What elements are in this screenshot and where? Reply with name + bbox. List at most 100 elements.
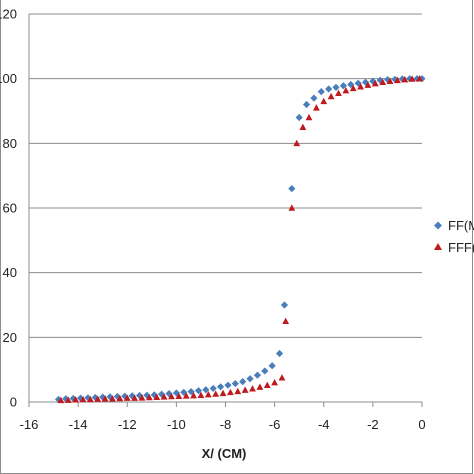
x-tick-label-5: -6: [269, 417, 281, 432]
data-point-s2-13: [153, 393, 161, 400]
data-point-s2-3: [79, 395, 87, 403]
data-point-s2-15: [168, 392, 175, 400]
data-point-s1-26: [246, 375, 254, 383]
data-point-s1-39: [339, 82, 347, 90]
data-point-s2-38: [327, 92, 335, 100]
data-point-s2-20: [204, 390, 212, 398]
y-tick-label-4: 80: [3, 136, 17, 151]
data-point-s2-36: [312, 104, 320, 111]
data-point-s2-42: [357, 83, 364, 90]
y-tick-label-6: 120: [0, 7, 17, 22]
y-tick-label-0: 0: [10, 395, 17, 410]
legend-item-1: FF(M: [434, 218, 474, 233]
data-point-s1-19: [194, 387, 203, 395]
data-point-s2-23: [227, 388, 234, 396]
y-tick-label-2: 40: [3, 265, 17, 280]
data-point-s2-35: [305, 113, 313, 121]
y-axis-tick-labels: 0 20 40 60 80 100 120: [0, 7, 17, 410]
data-point-s2-49: [408, 75, 416, 82]
data-point-s2-5: [94, 395, 102, 402]
x-axis-label: X/ (CM): [202, 446, 247, 461]
legend-label-1: FF(M: [448, 218, 474, 233]
data-point-s1-8: [113, 392, 122, 401]
data-point-s2-43: [364, 81, 372, 88]
data-point-s1-15: [165, 389, 173, 398]
data-point-s2-11: [138, 394, 146, 401]
data-point-s2-14: [160, 393, 168, 400]
data-point-s1-36: [317, 88, 325, 96]
legend-label-2: FFF(: [448, 240, 474, 255]
data-point-s1-6: [99, 393, 107, 401]
data-point-s1-30: [275, 349, 284, 358]
data-point-s2-45: [379, 78, 387, 86]
data-point-s1-12: [143, 391, 151, 399]
data-point-s2-50: [416, 75, 423, 82]
data-point-s2-39: [335, 89, 342, 97]
data-point-s2-6: [101, 395, 109, 402]
x-tick-label-2: -12: [118, 417, 137, 432]
data-point-s1-16: [172, 389, 180, 397]
data-point-s1-28: [261, 367, 269, 375]
data-point-s1-42: [361, 78, 370, 86]
data-point-s2-21: [212, 390, 220, 397]
data-point-s1-22: [216, 383, 225, 391]
data-point-s2-46: [386, 77, 394, 85]
data-point-s2-22: [219, 389, 227, 397]
data-point-s1-35: [310, 94, 318, 102]
data-point-s1-45: [384, 76, 392, 84]
data-point-s1-37: [325, 85, 333, 93]
data-point-s1-14: [158, 390, 166, 398]
data-point-s2-27: [256, 383, 264, 390]
data-point-s2-37: [320, 97, 328, 105]
x-tick-label-8: 0: [418, 417, 425, 432]
data-point-s1-47: [398, 75, 406, 83]
data-point-s2-12: [145, 393, 153, 401]
x-tick-label-6: -4: [318, 417, 330, 432]
data-point-s1-33: [295, 113, 303, 122]
y-tick-label-5: 100: [0, 71, 17, 86]
data-point-s1-20: [202, 386, 210, 394]
axes: [28, 14, 423, 407]
data-point-s2-41: [349, 84, 357, 92]
data-point-s1-32: [288, 185, 296, 193]
data-point-s1-27: [253, 371, 262, 379]
data-point-s1-18: [187, 388, 195, 396]
data-point-s2-48: [401, 76, 409, 83]
data-point-s2-9: [123, 394, 131, 401]
data-point-s2-25: [241, 386, 249, 393]
data-point-s1-21: [209, 384, 217, 393]
data-point-s2-28: [263, 381, 271, 388]
data-point-s2-32: [288, 204, 296, 211]
data-point-s1-23: [224, 381, 232, 389]
data-point-s2-1: [64, 396, 72, 403]
data-point-s2-47: [394, 76, 401, 84]
data-point-s1-49: [413, 75, 421, 83]
data-point-s2-0: [57, 396, 65, 404]
x-tick-label-0: -16: [20, 417, 39, 432]
data-series: [54, 75, 426, 404]
data-point-s2-33: [293, 139, 301, 147]
data-point-s2-7: [109, 395, 116, 402]
data-point-s1-24: [231, 379, 239, 388]
data-point-s2-19: [197, 391, 205, 399]
x-tick-label-1: -14: [69, 417, 88, 432]
data-point-s1-25: [239, 378, 247, 386]
x-axis-tick-labels: -16 -14 -12 -10 -8 -6 -4 -2 0: [20, 417, 426, 432]
data-point-s1-29: [268, 362, 276, 370]
data-point-s1-31: [280, 301, 289, 309]
data-point-s1-10: [128, 392, 136, 400]
data-point-s2-40: [342, 87, 350, 94]
data-point-s1-2: [69, 394, 77, 403]
data-point-s2-44: [371, 79, 379, 87]
data-point-s2-34: [299, 123, 307, 130]
legend-item-2: FFF(: [434, 240, 474, 255]
data-point-s1-34: [302, 100, 311, 109]
data-point-s2-31: [282, 317, 290, 324]
data-point-s2-4: [87, 395, 94, 403]
y-tick-label-3: 60: [3, 201, 17, 216]
data-point-s2-18: [190, 391, 197, 399]
y-tick-label-1: 20: [3, 330, 17, 345]
data-point-s2-10: [131, 394, 139, 401]
legend-marker-diamond-icon: [434, 221, 442, 230]
